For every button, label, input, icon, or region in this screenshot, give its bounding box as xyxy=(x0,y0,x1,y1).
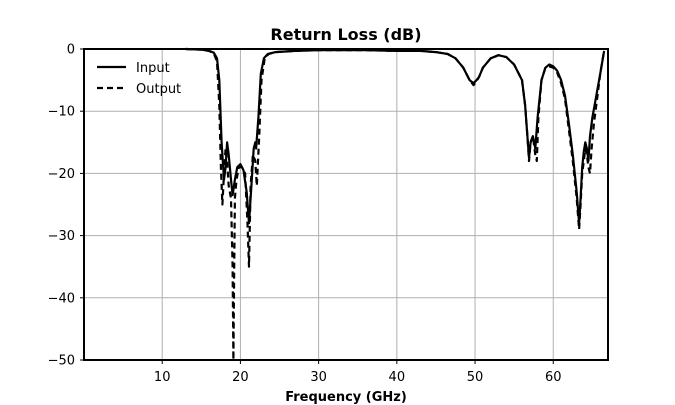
y-tick-label-2: −20 xyxy=(48,167,75,182)
x-tick-label-0: 10 xyxy=(154,370,171,385)
axis-ticks: 10 20 30 40 50 60 0 −10 −20 −30 −40 −50 xyxy=(48,43,562,386)
series-line-output xyxy=(185,47,606,362)
x-tick-label-4: 50 xyxy=(467,370,484,385)
y-tick-label-0: 0 xyxy=(67,43,75,58)
legend-label-output: Output xyxy=(136,82,181,97)
y-tick-label-4: −40 xyxy=(48,291,75,306)
chart-title: Return Loss (dB) xyxy=(270,25,421,44)
series-layer xyxy=(185,47,606,362)
x-tick-label-5: 60 xyxy=(545,370,562,385)
legend-label-input: Input xyxy=(136,61,170,76)
plot-frame xyxy=(83,48,609,361)
y-tick-label-3: −30 xyxy=(48,229,75,244)
x-tick-label-1: 20 xyxy=(232,370,249,385)
y-tick-label-5: −50 xyxy=(48,354,75,369)
x-axis-label: Frequency (GHz) xyxy=(285,390,407,405)
x-tick-label-3: 40 xyxy=(389,370,406,385)
series-line-input xyxy=(185,47,606,225)
legend: Input Output xyxy=(97,61,181,97)
y-tick-label-1: −10 xyxy=(48,105,75,120)
x-tick-label-2: 30 xyxy=(310,370,327,385)
